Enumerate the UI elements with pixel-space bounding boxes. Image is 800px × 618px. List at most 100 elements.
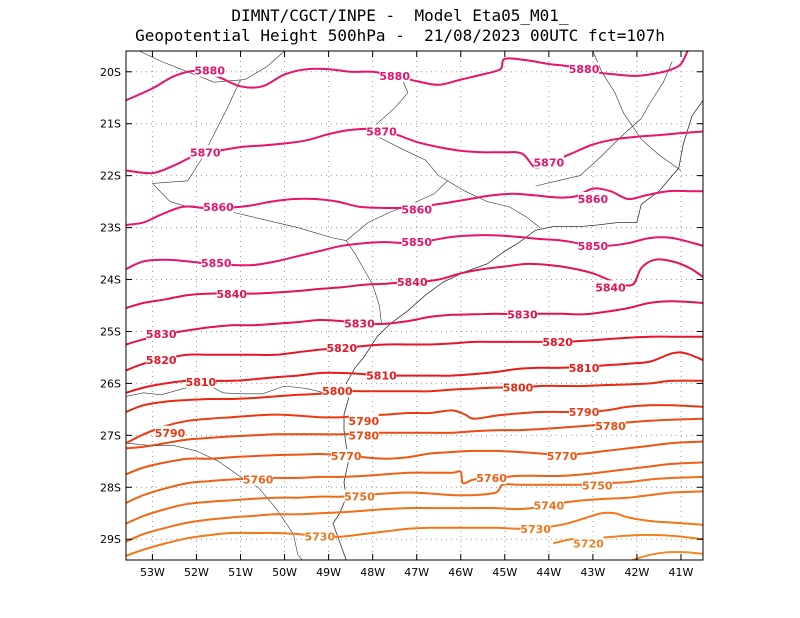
contour-5830 (126, 300, 703, 346)
contour-label-bg (569, 404, 600, 418)
contour-5810 (126, 351, 703, 394)
contour-label-5830: 5830 (507, 308, 538, 321)
contour-5870 (126, 127, 703, 175)
contour-label-bg (190, 145, 221, 159)
contour-label-5730: 5730 (304, 531, 335, 544)
contour-label-bg (366, 368, 397, 382)
contour-label-bg (146, 327, 177, 341)
axis-ticks: 53W 52W 51W 50W 49W 48W 47W 46W 45W 44W 43W 42W 41W 2… (100, 51, 703, 579)
contour-label-bg (304, 529, 335, 543)
contour-label-5800: 5800 (322, 385, 353, 398)
lat-tick-label: 20S (100, 66, 121, 79)
lat-tick-label: 28S (100, 481, 121, 494)
state-border-5 (346, 180, 541, 241)
contour-label-5850: 5850 (201, 257, 232, 270)
contour-label-5790: 5790 (155, 427, 186, 440)
contour-label-bg (533, 155, 564, 169)
lat-tick-label: 26S (100, 377, 121, 390)
contour-label-bg (326, 341, 357, 355)
lon-tick-label: 46W (448, 566, 473, 579)
contour-label-5780: 5780 (349, 429, 380, 442)
contour-label-5740: 5740 (534, 499, 565, 512)
contour-label-bg (201, 255, 232, 269)
contour-label-5810: 5810 (186, 376, 217, 389)
contour-5800 (126, 379, 703, 413)
title-line-2: Geopotential Height 500hPa - 21/08/2023 … (135, 26, 665, 45)
contour-label-bg (379, 68, 410, 82)
contour-label-bg (344, 489, 375, 503)
contour-label-bg (476, 470, 507, 484)
lon-tick-label: 47W (404, 566, 429, 579)
contour-label-bg (577, 238, 608, 252)
contour-label-bg (577, 192, 608, 206)
state-border-8 (592, 51, 682, 171)
contour-label-5820: 5820 (146, 354, 177, 367)
contour-5720 (552, 533, 703, 545)
contour-label-5880: 5880 (569, 63, 600, 76)
contour-label-bg (595, 418, 626, 432)
contour-label-5840: 5840 (595, 281, 626, 294)
lat-tick-label: 27S (100, 429, 121, 442)
lat-tick-label: 25S (100, 325, 121, 338)
contour-label-5860: 5860 (578, 193, 609, 206)
contour-5750 (126, 475, 703, 525)
lon-tick-label: 49W (316, 566, 341, 579)
lon-tick-label: 43W (580, 566, 605, 579)
contour-label-bg (397, 275, 428, 289)
contour-label-bg (401, 202, 432, 216)
contour-label-5860: 5860 (401, 203, 432, 216)
contour-label-bg (155, 425, 186, 439)
contour-label-5820: 5820 (542, 336, 573, 349)
contour-label-bg (582, 478, 613, 492)
contour-label-bg (542, 334, 573, 348)
contour-label-5780: 5780 (595, 420, 626, 433)
contour-label-bg (203, 199, 234, 213)
contour-label-5880: 5880 (194, 65, 225, 78)
contour-label-bg (322, 384, 353, 398)
lat-tick-label: 24S (100, 274, 121, 287)
contour-label-5810: 5810 (569, 362, 600, 375)
contour-label-5840: 5840 (397, 276, 428, 289)
lon-tick-label: 45W (492, 566, 517, 579)
contour-5770 (126, 440, 703, 476)
contour-label-bg (533, 498, 564, 512)
coastline-0 (332, 100, 703, 560)
contour-label-bg (146, 353, 177, 367)
contour-label-5880: 5880 (379, 70, 410, 83)
contour-label-bg (573, 536, 604, 550)
contour-5730 (126, 511, 703, 557)
contour-label-bg (194, 63, 225, 77)
contour-label-5830: 5830 (146, 328, 177, 341)
contour-5820 (126, 335, 703, 372)
contour-label-bg (348, 413, 379, 427)
contour-label-5770: 5770 (331, 450, 362, 463)
contour-label-5810: 5810 (366, 370, 397, 383)
contour-label-bg (366, 124, 397, 138)
contour-label-5800: 5800 (503, 382, 534, 395)
contour-label-bg (348, 428, 379, 442)
title-line-1: DIMNT/CGCT/INPE - Model Eta05_M01_ (231, 6, 569, 25)
state-border-7 (535, 61, 673, 187)
lon-tick-label: 53W (140, 566, 165, 579)
lon-tick-label: 44W (536, 566, 561, 579)
contour-label-5750: 5750 (582, 480, 613, 493)
contour-label-5850: 5850 (401, 236, 432, 249)
lat-tick-label: 29S (100, 533, 121, 546)
contour-label-5870: 5870 (534, 157, 565, 170)
lon-tick-label: 42W (624, 566, 649, 579)
contour-label-5860: 5860 (203, 201, 234, 214)
lon-tick-label: 41W (669, 566, 694, 579)
contour-label-5790: 5790 (569, 406, 600, 419)
state-border-2 (152, 183, 347, 241)
contour-label-5770: 5770 (547, 450, 578, 463)
contour-label-bg (520, 521, 551, 535)
contour-label-5750: 5750 (344, 491, 375, 504)
lon-tick-label: 51W (228, 566, 253, 579)
contour-label-5820: 5820 (327, 342, 358, 355)
contour-label-bg (507, 307, 538, 321)
contour-label-5840: 5840 (216, 288, 247, 301)
contour-label-5760: 5760 (243, 473, 274, 486)
height-contours (126, 51, 703, 560)
lat-tick-label: 22S (100, 170, 121, 183)
